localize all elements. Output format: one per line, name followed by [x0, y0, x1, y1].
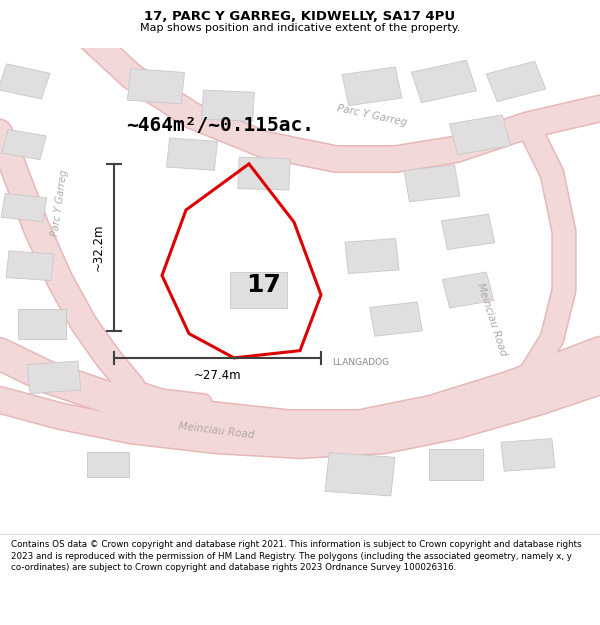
Bar — [404, 165, 460, 202]
Bar — [167, 138, 217, 171]
Bar — [0, 64, 50, 99]
Bar — [202, 90, 254, 121]
Text: ~464m²/~0.115ac.: ~464m²/~0.115ac. — [126, 116, 314, 134]
Bar — [429, 449, 483, 481]
Text: Meinciau Road: Meinciau Road — [178, 421, 254, 440]
Bar — [501, 439, 555, 471]
Bar — [1, 193, 47, 222]
Text: Map shows position and indicative extent of the property.: Map shows position and indicative extent… — [140, 23, 460, 33]
Bar — [442, 272, 494, 308]
Bar — [486, 61, 546, 102]
Bar — [441, 214, 495, 249]
Text: Parc Y Garreg: Parc Y Garreg — [50, 169, 70, 237]
Bar — [370, 302, 422, 336]
Bar — [2, 129, 46, 159]
Bar — [325, 452, 395, 496]
Text: 17, PARC Y GARREG, KIDWELLY, SA17 4PU: 17, PARC Y GARREG, KIDWELLY, SA17 4PU — [145, 11, 455, 24]
Text: ~32.2m: ~32.2m — [92, 224, 105, 271]
Text: LLANGADOG: LLANGADOG — [332, 358, 389, 367]
Bar — [127, 69, 185, 104]
Bar — [18, 309, 66, 339]
Bar — [27, 361, 81, 394]
Text: 17: 17 — [247, 273, 281, 297]
Bar — [238, 157, 290, 190]
Text: Contains OS data © Crown copyright and database right 2021. This information is : Contains OS data © Crown copyright and d… — [11, 540, 581, 572]
Bar — [449, 115, 511, 155]
Text: Meinciau Road: Meinciau Road — [475, 281, 509, 357]
Bar — [345, 239, 399, 274]
Bar — [229, 272, 287, 308]
Bar — [412, 60, 476, 102]
Text: Parc Y Garreg: Parc Y Garreg — [336, 103, 408, 127]
Bar — [342, 67, 402, 106]
Text: ~27.4m: ~27.4m — [194, 369, 241, 382]
Bar — [6, 251, 54, 281]
Bar — [87, 452, 129, 477]
